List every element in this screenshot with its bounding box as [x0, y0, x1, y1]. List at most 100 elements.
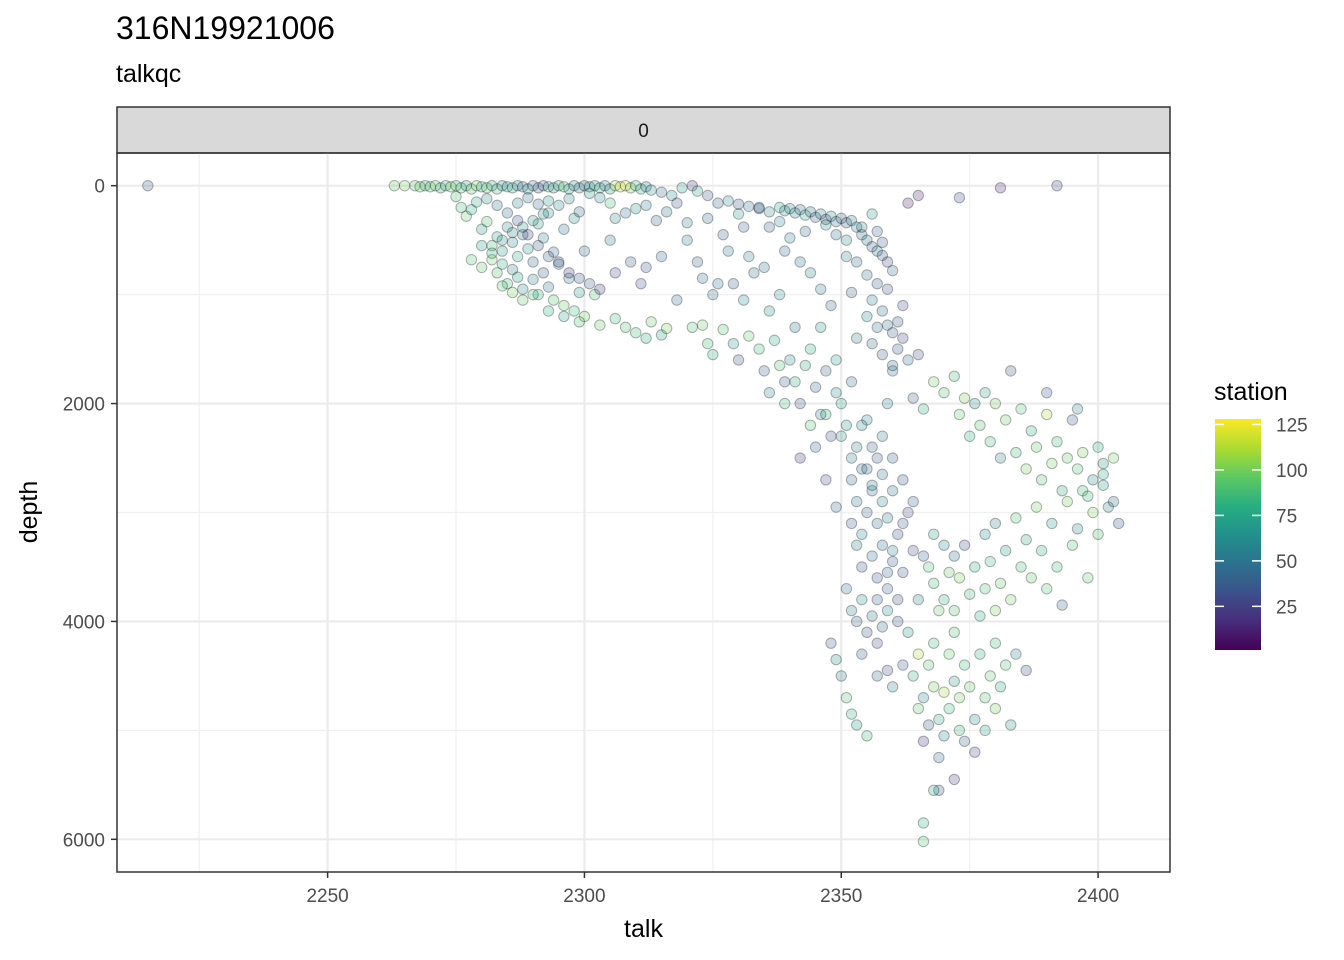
- data-point: [917, 550, 930, 562]
- data-point: [856, 593, 868, 606]
- data-point: [542, 250, 555, 263]
- data-point: [794, 452, 806, 464]
- data-point: [614, 181, 627, 193]
- data-point: [547, 246, 560, 258]
- data-point: [532, 218, 544, 230]
- data-point: [815, 321, 827, 334]
- data-point: [563, 272, 575, 284]
- data-point: [465, 203, 478, 216]
- data-point: [845, 286, 858, 299]
- data-point: [722, 245, 734, 257]
- data-point: [845, 517, 858, 530]
- data-point: [912, 702, 925, 715]
- data-point: [763, 305, 776, 317]
- data-point: [825, 637, 837, 649]
- data-point: [763, 221, 776, 233]
- data-point: [963, 430, 976, 442]
- data-point: [1020, 534, 1032, 546]
- data-point: [948, 675, 960, 688]
- data-point: [866, 441, 878, 453]
- data-point: [938, 593, 950, 606]
- data-point: [892, 593, 904, 606]
- data-point: [779, 245, 791, 257]
- data-point: [948, 773, 960, 786]
- data-point: [886, 452, 899, 464]
- data-point: [876, 430, 889, 442]
- data-point: [547, 182, 560, 194]
- data-point: [660, 322, 673, 335]
- data-point: [1097, 457, 1109, 470]
- data-point: [845, 214, 858, 227]
- data-point: [958, 735, 971, 747]
- data-point: [702, 189, 714, 202]
- data-point: [707, 348, 719, 361]
- data-point: [784, 354, 796, 366]
- data-point: [429, 179, 442, 192]
- data-point: [558, 299, 570, 312]
- data-point: [1010, 446, 1022, 459]
- data-point: [871, 517, 883, 530]
- data-point: [994, 452, 1007, 464]
- data-point: [784, 202, 796, 215]
- data-point: [979, 724, 991, 737]
- data-point: [958, 659, 971, 671]
- data-point: [727, 278, 740, 290]
- data-point: [963, 681, 976, 693]
- x-tick-label: 2400: [1077, 886, 1119, 907]
- data-point: [886, 264, 899, 277]
- data-point: [1087, 506, 1099, 519]
- data-point: [1071, 463, 1084, 475]
- data-point: [630, 202, 642, 215]
- data-point: [727, 337, 740, 350]
- facet-label: 0: [638, 121, 649, 142]
- data-point: [943, 702, 955, 715]
- data-point: [897, 332, 909, 344]
- data-point: [1076, 446, 1089, 459]
- data-point: [835, 430, 847, 442]
- data-point: [1097, 468, 1109, 481]
- data-point: [1020, 664, 1032, 677]
- data-point: [928, 376, 940, 388]
- data-point: [481, 182, 493, 194]
- data-point: [753, 201, 765, 214]
- data-point: [989, 637, 1002, 649]
- data-point: [881, 256, 894, 268]
- legend-label: 50: [1276, 552, 1297, 573]
- data-point: [799, 359, 812, 372]
- data-point: [712, 197, 724, 209]
- data-point: [511, 197, 524, 209]
- data-point: [511, 250, 524, 263]
- data-point: [866, 550, 878, 562]
- data-point: [702, 212, 714, 225]
- data-point: [948, 604, 960, 617]
- data-point: [604, 234, 616, 246]
- data-point: [902, 354, 914, 366]
- data-point: [630, 327, 642, 339]
- data-point: [609, 312, 621, 325]
- data-point: [799, 225, 812, 238]
- data-point: [486, 179, 498, 192]
- data-point: [681, 234, 693, 246]
- data-point: [1112, 517, 1125, 530]
- data-point: [496, 258, 508, 270]
- data-point: [922, 561, 935, 573]
- data-point: [861, 234, 873, 246]
- data-point: [892, 615, 904, 628]
- data-point: [979, 528, 991, 540]
- data-point: [553, 256, 565, 268]
- data-point: [845, 376, 858, 388]
- data-point: [501, 181, 514, 193]
- data-point: [1005, 365, 1017, 377]
- data-point: [850, 719, 863, 731]
- legend-label: 75: [1276, 506, 1297, 527]
- data-point: [994, 577, 1007, 590]
- data-point: [784, 232, 796, 244]
- data-point: [948, 550, 960, 562]
- data-point: [866, 610, 878, 622]
- data-point: [953, 191, 966, 204]
- data-point: [912, 593, 925, 606]
- data-point: [712, 278, 724, 290]
- data-point: [532, 239, 544, 252]
- data-point: [886, 359, 899, 372]
- data-point: [1030, 501, 1043, 513]
